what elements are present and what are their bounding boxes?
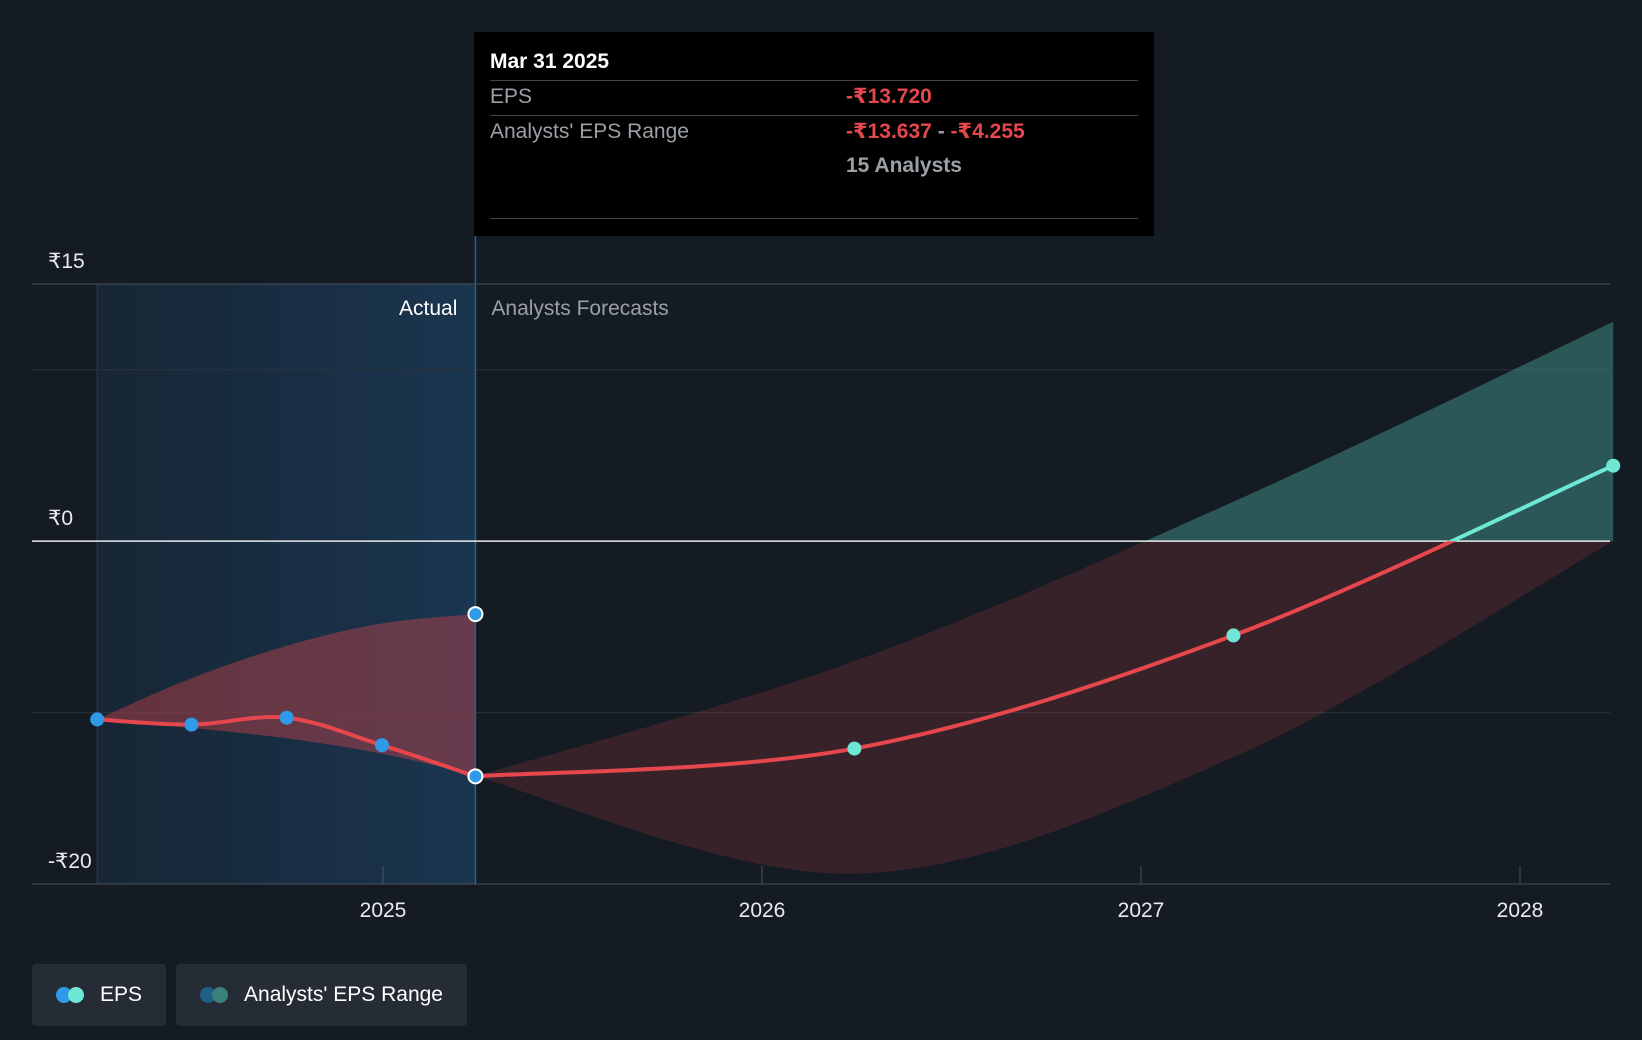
tooltip-date: Mar 31 2025: [490, 46, 1138, 81]
legend-eps-label: EPS: [100, 983, 143, 1006]
eps-actual-point: [184, 717, 199, 732]
tooltip-range-separator: -: [937, 120, 945, 143]
eps-forecast-point: [1226, 628, 1241, 643]
legend: EPS Analysts' EPS Range: [32, 964, 467, 1026]
tooltip-analysts-count: 15 Analysts: [846, 154, 962, 177]
tooltip-eps-value: -₹13.720: [846, 85, 932, 108]
eps-legend-icon: [56, 987, 86, 1003]
eps-actual-point: [279, 710, 294, 725]
y-tick-label: -₹20: [48, 850, 92, 873]
y-tick-label: ₹0: [48, 507, 73, 530]
tooltip-range-low: -₹13.637: [846, 120, 932, 143]
tooltip: Mar 31 2025 EPS -₹13.720 Analysts' EPS R…: [474, 32, 1154, 236]
forecast-eps-range-area-negative: [475, 541, 1614, 874]
eps-actual-point: [90, 712, 105, 727]
forecast-region-label: Analysts Forecasts: [491, 297, 668, 320]
x-tick-label: 2028: [1497, 899, 1544, 922]
actual-eps-range-area: [97, 614, 476, 775]
x-tick-label: 2026: [739, 899, 786, 922]
actual-region-label: Actual: [399, 297, 457, 320]
legend-range-label: Analysts' EPS Range: [244, 983, 443, 1006]
eps-range-high-point: [467, 606, 484, 623]
range-legend-icon: [200, 987, 230, 1003]
x-tick-label: 2025: [360, 899, 407, 922]
legend-range-button[interactable]: Analysts' EPS Range: [176, 964, 467, 1026]
tooltip-eps-label: EPS: [490, 85, 533, 108]
eps-forecast-point: [847, 741, 862, 756]
tooltip-eps-row: EPS -₹13.720: [490, 81, 1138, 116]
x-tick-label: 2027: [1118, 899, 1165, 922]
eps-actual-point: [374, 738, 389, 753]
legend-eps-button[interactable]: EPS: [32, 964, 167, 1026]
forecast-eps-range-area-positive: [1145, 321, 1614, 542]
eps-forecast-line-negative: [475, 541, 1457, 779]
tooltip-range-row: Analysts' EPS Range -₹13.637 - -₹4.255: [490, 116, 1138, 150]
tooltip-divider: [490, 218, 1138, 219]
tooltip-range-high: -₹4.255: [950, 120, 1025, 143]
tooltip-range-label: Analysts' EPS Range: [490, 120, 689, 143]
tooltip-analysts-row: 15 Analysts: [490, 150, 1138, 184]
y-tick-label: ₹15: [48, 250, 85, 273]
eps-forecast-line-positive: [1447, 463, 1615, 542]
eps-actual-point: [467, 768, 484, 785]
eps-forecast-point: [1606, 458, 1621, 473]
actual-region-band: [97, 284, 476, 884]
